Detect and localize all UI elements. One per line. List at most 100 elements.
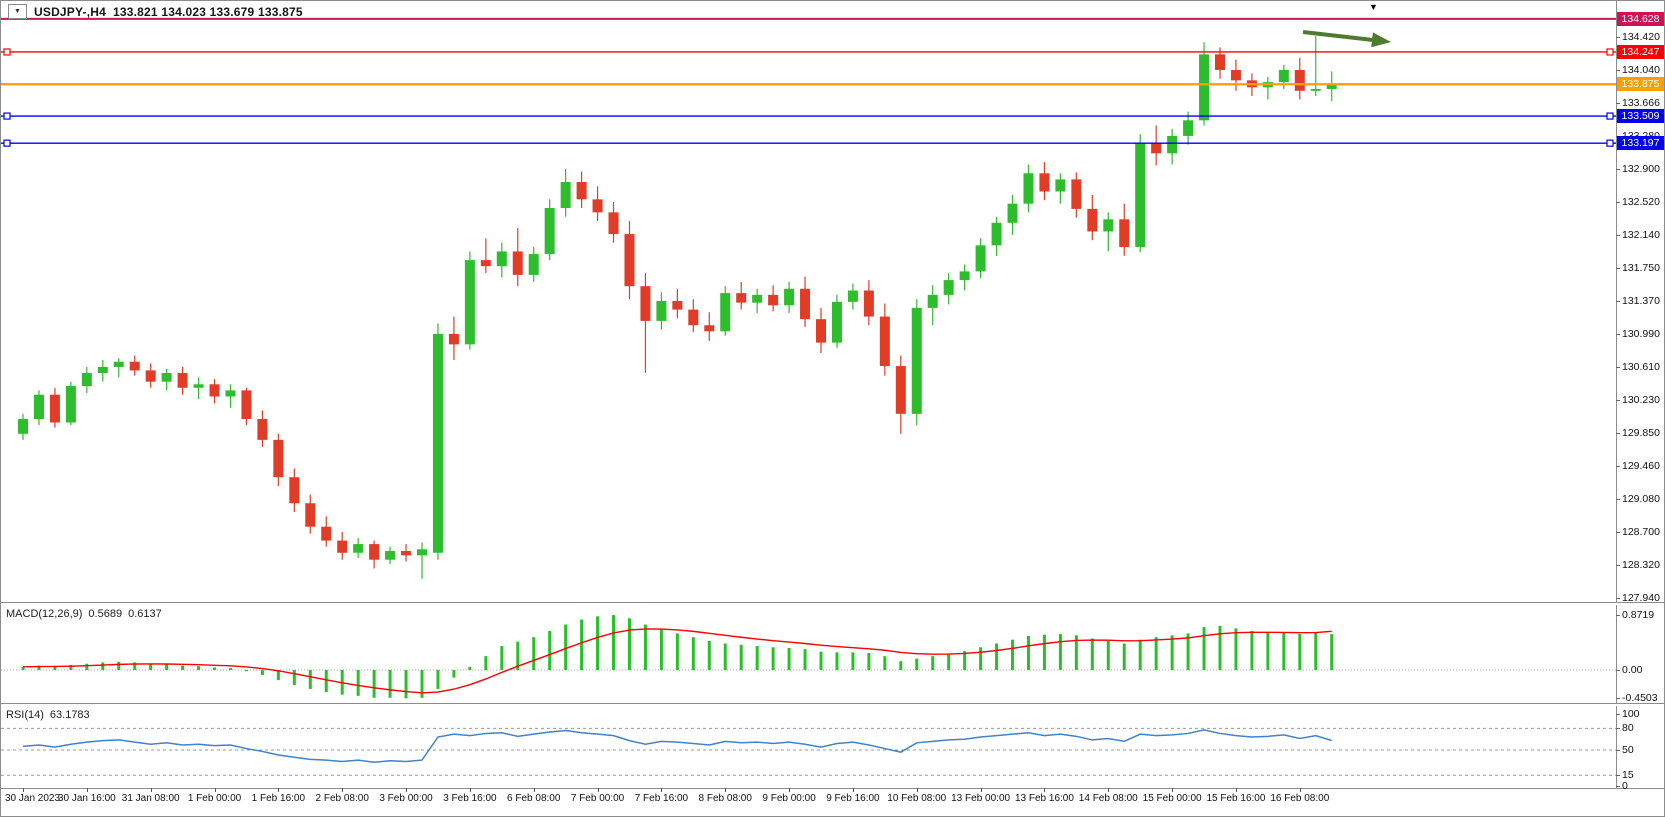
price-axis-label: 130.990 (1622, 328, 1660, 340)
axis-tick (1616, 268, 1620, 269)
axis-tick (1616, 367, 1620, 368)
candle (432, 323, 443, 560)
chart-title-bar: ▼ USDJPY-,H4 133.821 134.023 133.679 133… (8, 4, 303, 19)
line-handle[interactable] (1606, 112, 1614, 120)
macd-scale-label: 0.8719 (1622, 609, 1655, 621)
price-axis-label: 134.420 (1622, 31, 1660, 43)
candle (784, 281, 795, 314)
axis-tick (1616, 499, 1620, 500)
time-tick (150, 788, 152, 792)
line-handle[interactable] (3, 112, 11, 120)
macd-histogram (21, 615, 1334, 699)
candle (337, 531, 348, 560)
time-tick (533, 788, 535, 792)
candle (145, 363, 156, 388)
candle (161, 368, 172, 391)
candle (975, 238, 986, 279)
price-chart-pane[interactable] (1, 1, 1664, 602)
candle (544, 199, 555, 261)
resistance-line[interactable] (1, 48, 1616, 56)
line-handle[interactable] (1606, 48, 1614, 56)
time-axis-label: 14 Feb 08:00 (1078, 793, 1138, 804)
price-axis-label: 132.140 (1622, 229, 1660, 241)
rsi-scale-label: 50 (1622, 744, 1634, 756)
line-handle[interactable] (3, 48, 11, 56)
candle (448, 316, 459, 360)
chart-dropdown-button[interactable]: ▼ (8, 4, 27, 19)
candle (752, 288, 763, 314)
pane-divider-macd[interactable] (1, 602, 1664, 605)
candle (895, 355, 906, 434)
candle (417, 542, 427, 579)
trend-arrow[interactable] (1302, 30, 1391, 48)
candle (1326, 71, 1337, 102)
candle (688, 299, 699, 333)
time-tick (278, 788, 280, 792)
candle (305, 494, 316, 534)
candle (911, 299, 922, 426)
candle (289, 468, 300, 512)
time-axis-label: 13 Feb 00:00 (951, 793, 1011, 804)
time-tick (1108, 788, 1110, 792)
candle (1103, 212, 1114, 252)
candle (592, 186, 603, 222)
axis-tick (1616, 103, 1620, 104)
candle (656, 292, 667, 330)
axis-tick (1616, 714, 1620, 715)
time-axis-label: 31 Jan 08:00 (121, 793, 180, 804)
time-axis-label: 16 Feb 08:00 (1270, 793, 1330, 804)
candle (480, 238, 491, 274)
macd-scale-label: 0.00 (1622, 664, 1643, 676)
macd-pane[interactable] (1, 605, 1664, 703)
candle (321, 516, 332, 547)
macd-signal-line (22, 628, 1332, 694)
candle (847, 283, 858, 310)
candle (831, 294, 842, 348)
time-axis-label: 2 Feb 08:00 (315, 793, 369, 804)
time-axis-label: 3 Feb 00:00 (379, 793, 433, 804)
time-axis-label: 13 Feb 16:00 (1014, 793, 1074, 804)
price-axis-label: 130.610 (1622, 361, 1660, 373)
time-tick (916, 788, 918, 792)
candle (273, 433, 284, 486)
line-handle[interactable] (3, 139, 11, 147)
candle (927, 285, 938, 326)
symbol-timeframe-label: USDJPY-,H4 (34, 4, 107, 19)
axis-tick (1616, 532, 1620, 533)
candle (1055, 173, 1066, 204)
time-tick (406, 788, 408, 792)
price-axis-label: 129.080 (1622, 493, 1660, 505)
axis-tick (1616, 169, 1620, 170)
pane-divider-rsi[interactable] (1, 703, 1664, 706)
time-tick (661, 788, 663, 792)
time-tick (469, 788, 471, 792)
rsi-pane[interactable] (1, 706, 1664, 788)
chart-shift-marker-icon[interactable]: ▼ (1369, 2, 1378, 12)
candle (1135, 134, 1146, 253)
time-axis-label: 3 Feb 16:00 (443, 793, 497, 804)
candle (81, 366, 92, 393)
rsi-scale-label: 100 (1622, 708, 1640, 720)
axis-tick (1616, 334, 1620, 335)
support-line-2[interactable] (1, 139, 1616, 147)
price-axis-label: 133.666 (1622, 97, 1660, 109)
time-tick (214, 788, 216, 792)
support-line-1[interactable] (1, 112, 1616, 120)
rsi-title: RSI(14) (6, 709, 44, 721)
axis-tick (1616, 565, 1620, 566)
candle (672, 288, 683, 319)
candle (1151, 125, 1162, 166)
macd-label: MACD(12,26,9) 0.5689 0.6137 (6, 608, 168, 620)
candle (640, 273, 651, 374)
candle (624, 221, 635, 300)
rsi-scale-label: 80 (1622, 722, 1634, 735)
time-tick (597, 788, 599, 792)
candle (193, 377, 204, 400)
candle (33, 390, 44, 426)
line-handle[interactable] (1606, 139, 1614, 147)
candle (1007, 194, 1018, 235)
time-axis-label: 15 Feb 16:00 (1206, 793, 1266, 804)
candle (1230, 59, 1241, 91)
candle (560, 168, 571, 217)
